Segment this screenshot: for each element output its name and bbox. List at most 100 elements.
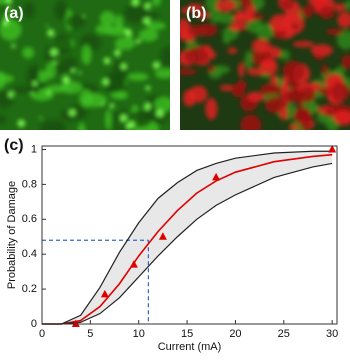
- texture-blob: [181, 7, 189, 14]
- texture-spot: [8, 91, 15, 98]
- texture-blob: [300, 86, 316, 103]
- bound-curve: [42, 162, 333, 325]
- texture-blob: [189, 85, 208, 103]
- y-axis-label: Probability of Damage: [6, 181, 18, 289]
- texture-blob: [123, 4, 148, 23]
- texture-blob: [246, 18, 263, 34]
- texture-spot: [156, 109, 164, 117]
- texture-blob: [95, 24, 114, 35]
- texture-blob: [114, 14, 124, 31]
- texture-blob: [260, 83, 282, 95]
- texture-spot: [46, 24, 49, 27]
- texture-blob: [219, 84, 234, 91]
- x-tick-label: 25: [278, 328, 290, 340]
- texture-spot: [71, 68, 76, 73]
- texture-blob: [232, 13, 255, 24]
- texture-blob: [217, 13, 236, 24]
- texture-spot: [143, 103, 151, 111]
- texture-blob: [180, 18, 191, 41]
- texture-blob: [0, 74, 15, 84]
- texture-blob: [321, 64, 328, 76]
- texture-blob: [127, 72, 149, 81]
- texture-blob: [152, 0, 161, 7]
- texture-blob: [341, 54, 350, 70]
- texture-blob: [236, 80, 247, 91]
- texture-spot: [39, 116, 42, 119]
- texture-spot: [135, 38, 141, 44]
- chart: 0 5 10 15 20 25 30 0 0.2 0.4 0.6 0.8 1 Current (mA) Pr…: [6, 143, 338, 353]
- texture-spot: [120, 63, 127, 70]
- data-point: [100, 289, 109, 298]
- texture-blob: [269, 14, 292, 32]
- texture-blob: [307, 0, 328, 7]
- image-b-texture: [180, 0, 350, 130]
- texture-blob: [66, 14, 86, 29]
- texture-blob: [40, 120, 66, 130]
- texture-blob: [251, 38, 271, 53]
- texture-blob: [334, 3, 346, 12]
- texture-blob: [211, 65, 230, 74]
- texture-blob: [187, 3, 203, 12]
- texture-blob: [0, 115, 6, 125]
- data-point: [158, 232, 167, 240]
- texture-blob: [247, 67, 266, 76]
- texture-blob: [291, 22, 299, 30]
- y-tick-label: 0: [31, 318, 37, 330]
- texture-blob: [240, 114, 262, 130]
- texture-blob: [45, 61, 56, 80]
- texture-blob: [154, 68, 170, 79]
- texture-spot: [8, 4, 11, 8]
- texture-blob: [146, 21, 166, 31]
- panel-label: (c): [4, 137, 24, 154]
- texture-blob: [227, 47, 238, 54]
- texture-blob: [244, 50, 253, 69]
- texture-blob: [247, 91, 265, 102]
- texture-spot: [82, 14, 86, 18]
- texture-spot: [101, 102, 105, 106]
- texture-blob: [196, 23, 218, 37]
- texture-blob: [333, 110, 350, 125]
- texture-blob: [10, 86, 35, 93]
- confidence-band: [42, 151, 333, 324]
- texture-spot: [46, 90, 51, 95]
- texture-blob: [45, 84, 70, 93]
- texture-spot: [101, 78, 109, 86]
- panel-label: (b): [186, 5, 206, 22]
- texture-blob: [278, 49, 291, 60]
- texture-spot: [124, 28, 132, 36]
- plot-frame: [41, 145, 338, 325]
- texture-blob: [345, 0, 350, 11]
- texture-blob: [319, 6, 335, 20]
- texture-blob: [52, 34, 72, 56]
- y-tick-label: 0.2: [22, 283, 37, 295]
- texture-blob: [288, 124, 299, 130]
- texture-spot: [126, 123, 133, 130]
- texture-blob: [300, 111, 311, 130]
- texture-blob: [61, 57, 78, 73]
- x-tick-label: 0: [39, 328, 45, 340]
- data-point: [212, 172, 221, 181]
- texture-blob: [260, 58, 278, 75]
- texture-blob: [310, 44, 333, 57]
- texture-spot: [144, 2, 152, 10]
- texture-blob: [105, 109, 112, 130]
- texture-spot: [11, 44, 16, 49]
- texture-blob: [79, 89, 93, 108]
- texture-blob: [205, 97, 218, 120]
- texture-blob: [282, 89, 304, 102]
- image-a-texture: [0, 0, 170, 130]
- texture-blob: [54, 0, 68, 21]
- texture-blob: [138, 28, 159, 42]
- panel-label: (a): [4, 5, 24, 22]
- texture-blob: [153, 96, 170, 112]
- texture-blob: [207, 65, 216, 73]
- texture-blob: [282, 74, 290, 96]
- texture-blob: [81, 44, 92, 66]
- data-point: [71, 319, 80, 327]
- texture-spot: [78, 71, 82, 75]
- texture-blob: [196, 11, 210, 19]
- texture-blob: [144, 12, 160, 19]
- texture-blob: [337, 30, 350, 50]
- texture-blob: [229, 23, 247, 31]
